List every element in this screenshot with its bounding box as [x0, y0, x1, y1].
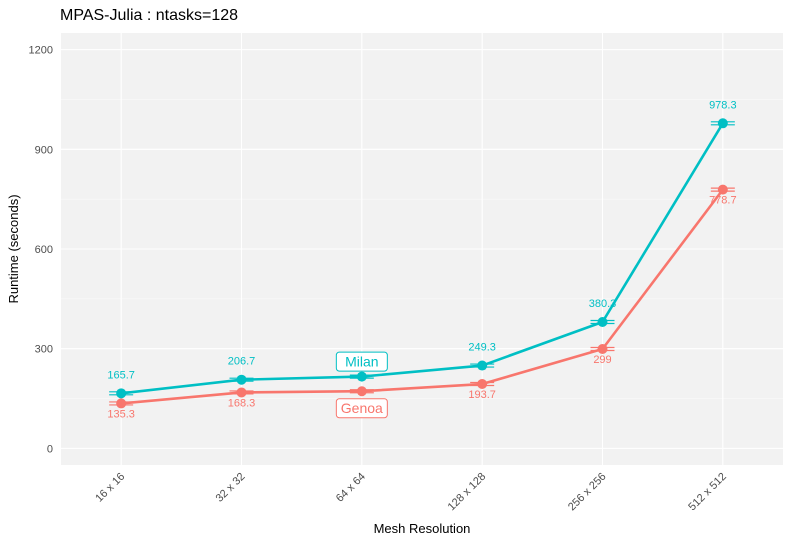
data-label: 206.7 [228, 356, 256, 368]
data-point [597, 344, 608, 355]
x-tick-label: 16 x 16 [93, 471, 127, 505]
chart-title: MPAS-Julia : ntasks=128 [60, 7, 238, 24]
data-label: 299 [593, 354, 611, 366]
x-tick-label: 256 x 256 [566, 471, 609, 514]
x-tick-label: 64 x 64 [334, 471, 368, 505]
data-point [236, 387, 247, 398]
y-axis-title: Runtime (seconds) [6, 194, 21, 303]
data-label: 135.3 [107, 408, 135, 420]
x-axis-title: Mesh Resolution [374, 521, 471, 536]
series-tag-label: Genoa [341, 400, 383, 416]
y-tick-label: 0 [47, 443, 53, 455]
data-point [116, 388, 127, 399]
x-axis-ticks: 16 x 16 32 x 32 64 x 64 128 x 128 256 x 256 5… [93, 471, 729, 514]
series-milan: 165.7 206.7 249.3 380.3 978.3 [107, 99, 737, 399]
data-point [477, 360, 488, 371]
data-label: 978.3 [709, 99, 737, 111]
y-tick-label: 600 [35, 244, 53, 256]
data-label: 380.3 [589, 298, 617, 310]
series-genoa: 135.3 168.3 193.7 299 778.7 [107, 184, 737, 420]
y-tick-label: 1200 [29, 45, 53, 57]
series-layer: 165.7 206.7 249.3 380.3 978.3 135.3 168.3 193.7… [107, 99, 736, 420]
series-line [121, 188, 724, 405]
series-tag-box [335, 351, 388, 372]
y-tick-label: 300 [35, 344, 53, 356]
data-label: 165.7 [107, 369, 135, 381]
data-label: 193.7 [468, 389, 496, 401]
data-point [717, 118, 728, 129]
data-point [477, 379, 488, 390]
y-axis-ticks: 0 300 600 900 1200 [29, 45, 53, 456]
data-point [717, 184, 728, 195]
data-point [356, 386, 367, 397]
data-point [116, 398, 127, 409]
x-tick-label: 32 x 32 [214, 471, 248, 505]
data-label: 249.3 [468, 342, 496, 354]
series-tag-label: Milan [345, 354, 378, 370]
x-tick-label: 128 x 128 [446, 471, 489, 514]
data-point [356, 371, 367, 382]
data-point [236, 374, 247, 385]
series-tags: Milan Genoa [335, 351, 388, 419]
series-tag-milan: Milan [335, 351, 388, 372]
data-point [597, 317, 608, 328]
y-tick-label: 900 [35, 144, 53, 156]
x-tick-label: 512 x 512 [686, 471, 729, 514]
series-tag-box [335, 398, 388, 419]
data-label: 168.3 [228, 397, 256, 409]
data-label: 778.7 [709, 195, 737, 207]
series-tag-genoa: Genoa [335, 398, 388, 419]
series-line [121, 122, 724, 395]
